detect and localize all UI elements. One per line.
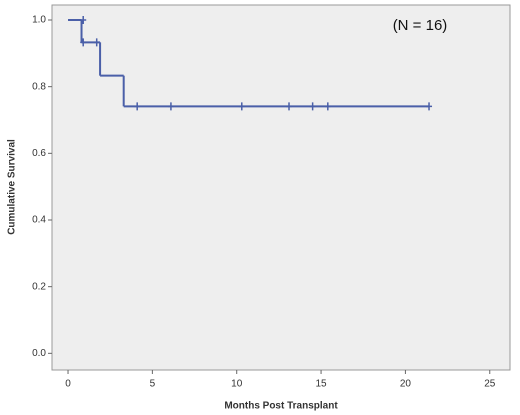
x-tick-label: 5 [150,379,156,390]
censor-mark [93,38,100,47]
censor-mark [167,102,174,111]
x-axis-title: Months Post Transplant [224,401,338,412]
plot-area [51,4,511,371]
censor-mark [286,102,293,111]
censor-mark [80,38,87,47]
y-tick-label: 0.0 [32,348,46,359]
y-axis-title: Cumulative Survival [7,139,18,235]
annotation: (N = 16) [393,17,448,34]
censor-mark [80,16,87,24]
x-tick-label: 25 [484,379,496,390]
censor-mark [324,102,331,111]
x-tick-label: 20 [400,379,412,390]
y-tick-label: 0.4 [32,215,46,226]
y-tick-label: 0.8 [32,81,46,92]
x-tick-label: 0 [65,379,71,390]
y-tick-label: 0.2 [32,281,46,292]
censor-mark [238,102,245,111]
censor-mark [426,102,433,111]
y-tick-label: 1.0 [32,15,46,26]
x-tick-label: 10 [231,379,243,390]
censor-mark [134,102,141,111]
x-tick-label: 15 [316,379,328,390]
y-tick-label: 0.6 [32,148,46,159]
censor-mark [309,102,316,111]
